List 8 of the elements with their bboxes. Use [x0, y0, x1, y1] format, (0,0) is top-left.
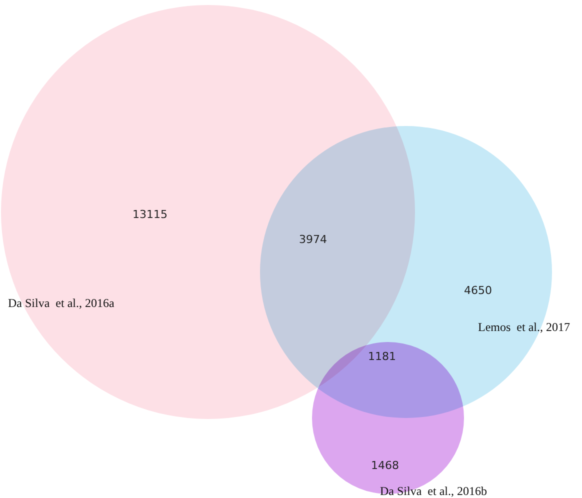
category-label: Da Silva et al., 2016b [380, 484, 487, 498]
text: 3974 [299, 233, 327, 246]
category-label: Lemos et al., 2017 [478, 320, 570, 334]
data-label: 1468 [371, 459, 399, 472]
category-label: Da Silva et al., 2016a [8, 296, 115, 310]
data-label: 4650 [464, 284, 492, 297]
data-label: 13115 [132, 208, 168, 221]
text: 1181 [368, 350, 396, 363]
